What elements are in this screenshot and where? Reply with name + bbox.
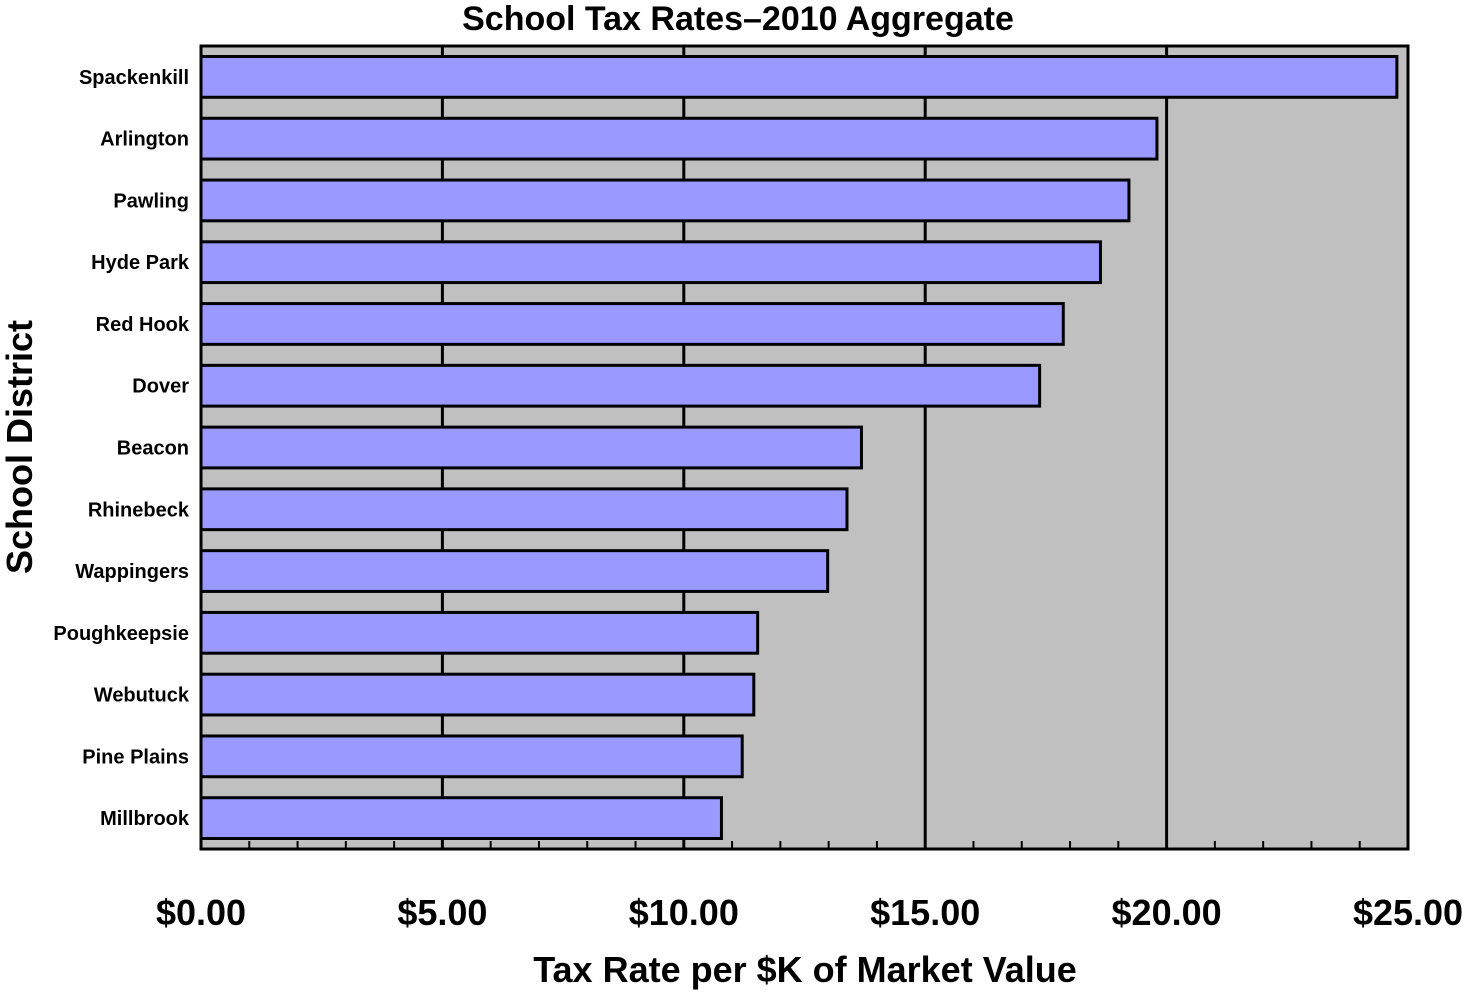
category-label-6: Beacon [117,438,189,460]
category-label-11: Pine Plains [82,746,189,768]
x-tick-label-2: $10.00 [629,892,739,933]
bar-8 [199,549,830,593]
x-tick-label-4: $20.00 [1112,892,1222,933]
bar-2 [199,178,1131,223]
bar-11 [199,734,744,779]
category-label-0: Spackenkill [79,67,189,89]
plot-area: Spackenkill Arlington Pawling Hyde Park Red … [53,44,1463,933]
x-axis-label: Tax Rate per $K of Market Value [533,949,1077,990]
category-label-4: Red Hook [96,314,190,336]
bar-0 [199,55,1399,99]
category-label-9: Poughkeepsie [53,623,189,645]
y-axis-label: School District [0,320,40,574]
category-label-10: Webutuck [94,685,190,707]
x-tick-label-5: $25.00 [1353,892,1463,933]
category-label-2: Pawling [113,190,189,212]
x-tick-label-1: $5.00 [397,892,487,933]
bar-10 [199,672,756,717]
chart-title: School Tax Rates–2010 Aggregate [462,0,1014,38]
category-label-7: Rhinebeck [88,499,190,521]
bar-1 [199,116,1159,161]
category-label-3: Hyde Park [91,252,190,274]
category-label-5: Dover [132,376,189,398]
x-tick-label-0: $0.00 [156,892,246,933]
bar-5 [199,363,1042,408]
category-label-8: Wappingers [75,561,189,583]
bar-12 [199,796,723,840]
bar-9 [199,610,760,655]
category-label-1: Arlington [100,129,189,151]
bar-6 [199,425,863,470]
bar-4 [199,302,1065,346]
category-label-12: Millbrook [100,808,190,830]
plot-frame [199,44,1410,851]
x-tick-label-3: $15.00 [870,892,980,933]
bar-3 [199,240,1102,285]
bar-7 [199,487,849,532]
